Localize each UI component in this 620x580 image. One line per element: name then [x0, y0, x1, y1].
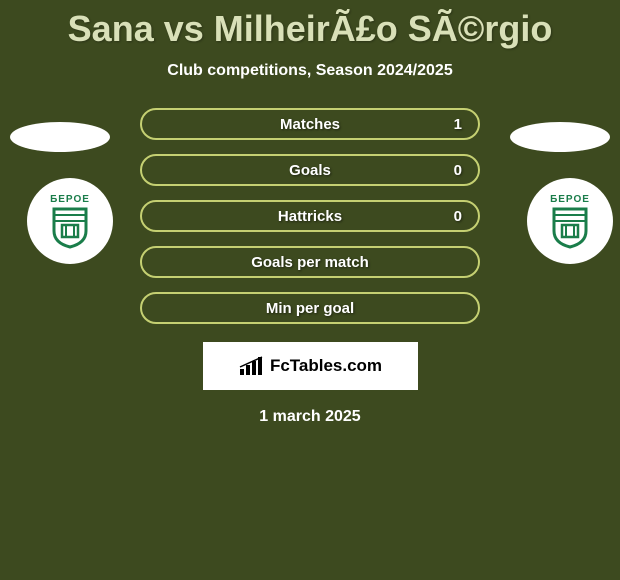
stat-row-min-per-goal: Min per goal	[140, 292, 480, 324]
stat-label: Hattricks	[278, 208, 342, 225]
stat-value-right: 0	[454, 208, 462, 225]
stat-value-right: 1	[454, 116, 462, 133]
stat-label: Min per goal	[266, 300, 354, 317]
club-name-right: БЕРОЕ	[550, 194, 590, 205]
stat-row-goals-per-match: Goals per match	[140, 246, 480, 278]
logo-text: FcTables.com	[270, 356, 382, 376]
stat-label: Goals per match	[251, 254, 369, 271]
subtitle: Club competitions, Season 2024/2025	[0, 62, 620, 80]
date-text: 1 march 2025	[0, 408, 620, 426]
page-title: Sana vs MilheirÃ£o SÃ©rgio	[0, 0, 620, 50]
stat-row-hattricks: Hattricks 0	[140, 200, 480, 232]
player-avatar-left	[10, 122, 110, 152]
stat-row-matches: Matches 1	[140, 108, 480, 140]
logo-box: FcTables.com	[203, 342, 418, 390]
shield-icon	[548, 207, 592, 249]
chart-icon	[238, 355, 266, 377]
stat-value-right: 0	[454, 162, 462, 179]
club-badge-right: БЕРОЕ	[527, 178, 613, 264]
club-name-left: БЕРОЕ	[50, 194, 90, 205]
player-avatar-right	[510, 122, 610, 152]
shield-icon	[48, 207, 92, 249]
stat-label: Goals	[289, 162, 331, 179]
stat-label: Matches	[280, 116, 340, 133]
stat-row-goals: Goals 0	[140, 154, 480, 186]
club-badge-left: БЕРОЕ	[27, 178, 113, 264]
